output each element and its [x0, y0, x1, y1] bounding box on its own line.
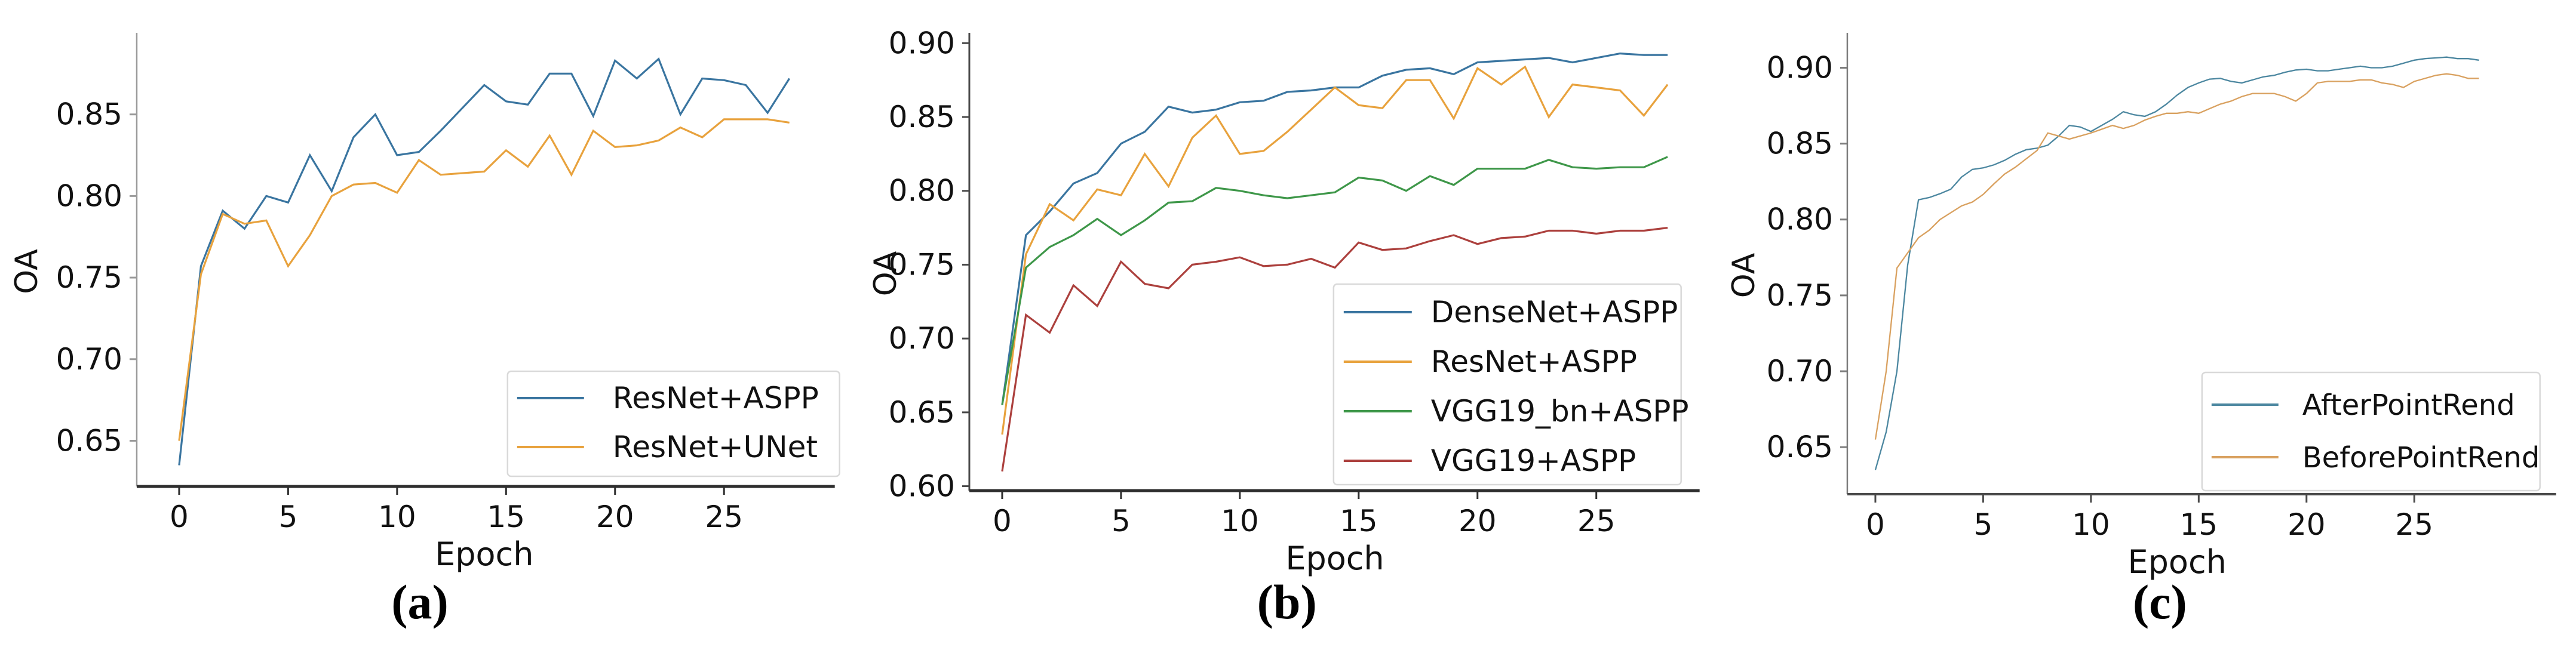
- panel-b: 0 5 10 15 20 25 0.60 0.65 0.70 0.75 0.80 0.85 0.90 Ep…: [859, 0, 1718, 647]
- x-tick-label: 5: [278, 500, 297, 534]
- legend-label: ResNet+ASPP: [613, 381, 819, 415]
- x-tick-label: 20: [596, 500, 634, 534]
- x-tick-label: 0: [993, 504, 1012, 538]
- legend-label: DenseNet+ASPP: [1430, 295, 1677, 329]
- legend-label: ResNet+UNet: [613, 430, 818, 464]
- x-axis-title: Epoch: [2128, 543, 2227, 581]
- y-tick-label: 0.65: [888, 395, 954, 430]
- y-tick-label: 0.90: [1767, 50, 1833, 85]
- panel-a: 0 5 10 15 20 25 0.65 0.70 0.75 0.80 0.85 Epoch OA Res…: [0, 0, 859, 647]
- legend-label: VGG19_bn+ASPP: [1430, 394, 1688, 429]
- x-tick-label: 0: [170, 500, 189, 534]
- x-tick-label: 25: [1577, 504, 1616, 538]
- legend-box: [2201, 371, 2541, 492]
- series-line-beforepointrend: [1875, 73, 2479, 440]
- y-tick-label: 0.90: [888, 26, 954, 60]
- y-tick-label: 0.85: [56, 97, 122, 132]
- y-axis-title: OA: [868, 251, 904, 296]
- x-tick-label: 15: [1340, 504, 1378, 538]
- y-tick-label: 0.70: [1767, 354, 1833, 389]
- y-tick-label: 0.75: [1767, 278, 1833, 313]
- x-tick-label: 10: [2072, 507, 2110, 542]
- y-tick-label: 0.60: [888, 469, 954, 504]
- y-tick-label: 0.65: [56, 423, 122, 458]
- y-tick-label: 0.80: [1767, 202, 1833, 237]
- caption-a: (a): [391, 575, 449, 629]
- y-tick-label: 0.65: [1767, 430, 1833, 464]
- x-tick-label: 5: [1974, 507, 1993, 542]
- y-axis-title: OA: [9, 249, 45, 294]
- legend-box: [506, 370, 840, 477]
- y-tick-label: 0.70: [56, 342, 122, 377]
- caption-b: (b): [1257, 575, 1317, 629]
- x-tick-label: 10: [378, 500, 416, 534]
- chart-svg-b: 0 5 10 15 20 25 0.60 0.65 0.70 0.75 0.80 0.85 0.90 Ep…: [868, 26, 1700, 577]
- chart-svg-c: 0 5 10 15 20 25 0.65 0.70 0.75 0.80 0.85 0.90 Epoch O…: [1726, 33, 2557, 581]
- series-line-resnet-unet: [178, 118, 790, 441]
- legend-box: [1332, 283, 1682, 486]
- x-tick-label: 25: [705, 500, 743, 534]
- x-tick-label: 20: [1459, 504, 1497, 538]
- y-tick-label: 0.75: [888, 247, 954, 282]
- legend-label: BeforePointRend: [2302, 441, 2540, 475]
- x-tick-label: 25: [2396, 507, 2434, 542]
- series-line-resnet-aspp: [1001, 65, 1669, 435]
- x-axis-title: Epoch: [1285, 540, 1384, 577]
- x-tick-label: 15: [2180, 507, 2218, 542]
- y-tick-label: 0.80: [56, 178, 122, 213]
- caption-c: (c): [2132, 575, 2187, 629]
- legend-label: VGG19+ASPP: [1430, 443, 1635, 478]
- x-tick-label: 5: [1112, 504, 1131, 538]
- series-line-afterpointrend: [1875, 56, 2480, 470]
- series-line-resnet-aspp: [178, 57, 791, 466]
- chart-svg-a: 0 5 10 15 20 25 0.65 0.70 0.75 0.80 0.85 Epoch OA Res…: [9, 33, 840, 573]
- x-tick-label: 0: [1866, 507, 1885, 542]
- x-tick-label: 20: [2288, 507, 2326, 542]
- series-line-vgg19-bn-aspp: [1001, 156, 1668, 405]
- legend-label: AfterPointRend: [2302, 389, 2515, 422]
- y-axis-title: OA: [1726, 252, 1762, 298]
- y-tick-label: 0.75: [56, 260, 122, 295]
- panel-c: 0 5 10 15 20 25 0.65 0.70 0.75 0.80 0.85 0.90 Epoch O…: [1717, 0, 2576, 647]
- y-tick-label: 0.85: [1767, 127, 1833, 161]
- y-tick-label: 0.85: [888, 100, 954, 134]
- y-tick-label: 0.80: [888, 174, 954, 208]
- x-tick-label: 10: [1221, 504, 1259, 538]
- y-tick-label: 0.70: [888, 321, 954, 356]
- legend-label: ResNet+ASPP: [1430, 344, 1637, 379]
- x-tick-label: 15: [487, 500, 526, 534]
- x-axis-title: Epoch: [435, 535, 533, 573]
- series-line-vgg19-aspp: [1001, 227, 1668, 472]
